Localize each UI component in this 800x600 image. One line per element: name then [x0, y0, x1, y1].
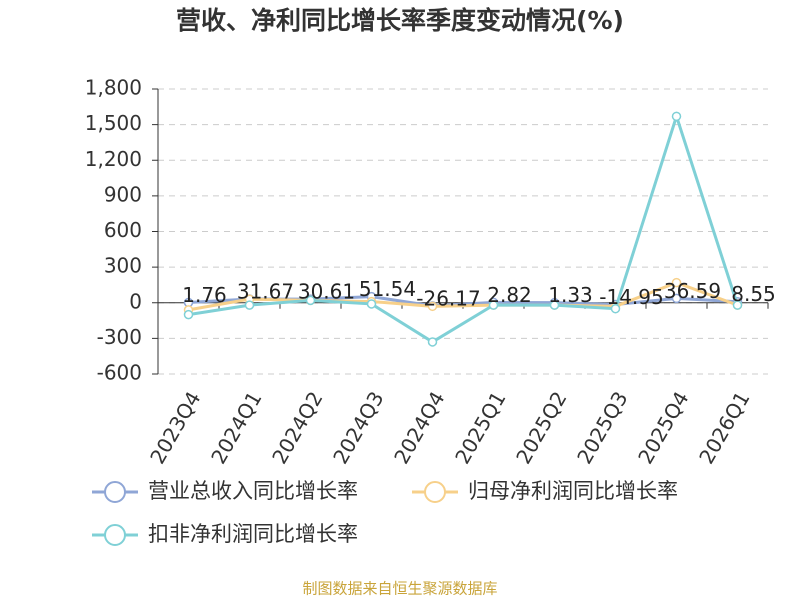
series-line — [188, 111, 739, 344]
y-tick-label: 0 — [129, 289, 142, 313]
legend-label: 归母净利润同比增长率 — [468, 479, 678, 503]
y-tick-label: 1,500 — [85, 111, 142, 135]
data-point — [366, 299, 377, 309]
legend-marker — [104, 524, 126, 546]
data-label: 51.54 — [359, 277, 416, 301]
data-point — [427, 301, 438, 312]
series-line — [188, 280, 739, 312]
data-point — [732, 300, 743, 310]
data-point — [305, 295, 316, 306]
legend-marker — [104, 481, 126, 503]
data-label: 2.82 — [487, 283, 532, 307]
x-tick-label: 2024Q2 — [267, 387, 327, 468]
x-tick-label: 2024Q3 — [328, 387, 388, 468]
data-point — [671, 277, 682, 288]
data-point — [183, 309, 194, 320]
data-point — [671, 293, 682, 304]
x-tick-label: 2025Q1 — [450, 387, 510, 468]
legend-marker — [424, 481, 446, 503]
y-tick-label: -600 — [97, 361, 142, 385]
legend-label: 扣非净利润同比增长率 — [148, 522, 358, 546]
y-tick-label: 300 — [104, 254, 142, 278]
data-label: 36.59 — [664, 279, 721, 303]
data-label: 8.55 — [731, 282, 776, 306]
data-point — [549, 300, 560, 310]
source-note: 制图数据来自恒生聚源数据库 — [302, 580, 497, 598]
y-tick-label: 900 — [104, 182, 142, 206]
legend-label: 营业总收入同比增长率 — [148, 479, 358, 503]
data-point — [488, 300, 499, 310]
y-tick-label: 1,800 — [85, 76, 142, 100]
data-point — [610, 303, 621, 314]
y-tick-label: 1,200 — [85, 147, 142, 171]
x-tick-label: 2024Q4 — [389, 387, 449, 468]
data-label: 1.76 — [182, 283, 227, 307]
data-label: 30.61 — [298, 280, 355, 304]
x-tick-label: 2025Q4 — [633, 387, 693, 468]
data-label: 1.33 — [548, 283, 593, 307]
y-tick-label: -300 — [97, 325, 142, 349]
data-point — [244, 300, 255, 310]
data-label: -26.17 — [416, 286, 480, 310]
data-label: 31.67 — [237, 279, 294, 303]
x-tick-label: 2023Q4 — [145, 387, 205, 468]
data-point — [671, 111, 682, 122]
x-tick-label: 2025Q3 — [572, 387, 632, 468]
y-tick-label: 600 — [104, 218, 142, 242]
x-tick-label: 2026Q1 — [694, 387, 754, 468]
x-tick-label: 2024Q1 — [206, 387, 266, 468]
chart-title: 营收、净利同比增长率季度变动情况(%) — [176, 6, 624, 35]
data-point — [427, 337, 438, 347]
x-tick-label: 2025Q2 — [511, 387, 571, 468]
data-label: -14.95 — [599, 285, 663, 309]
